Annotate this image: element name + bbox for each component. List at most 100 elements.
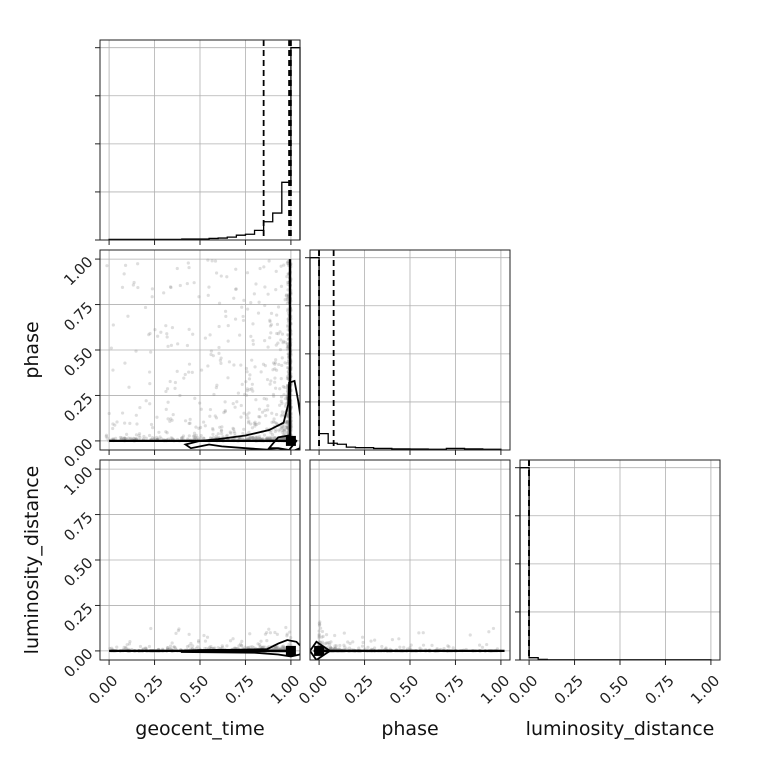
scatter-point: [211, 432, 215, 436]
scatter-point: [225, 644, 229, 648]
scatter-point: [284, 421, 288, 425]
scatter-point: [162, 291, 166, 295]
scatter-point: [360, 635, 365, 639]
scatter-point: [241, 318, 246, 323]
scatter-point: [270, 420, 274, 424]
scatter-point: [268, 318, 272, 322]
scatter-point: [199, 434, 203, 438]
scatter-point: [242, 298, 246, 302]
scatter-point: [137, 432, 142, 436]
y-tick-label: 0.00: [60, 435, 96, 471]
scatter-point: [275, 331, 279, 336]
scatter-point: [273, 429, 277, 434]
scatter-point: [468, 633, 472, 637]
scatter-point: [174, 631, 178, 635]
scatter-point: [196, 639, 201, 643]
scatter-point: [187, 370, 191, 374]
scatter-point: [148, 370, 152, 374]
scatter-point: [285, 296, 290, 300]
scatter-point: [110, 646, 114, 650]
scatter-point: [250, 358, 254, 362]
scatter-point: [209, 349, 214, 353]
scatter-point: [266, 345, 270, 349]
scatter-point: [273, 361, 277, 365]
scatter-point: [185, 343, 190, 348]
scatter-point: [268, 382, 272, 386]
scatter-point: [166, 400, 170, 404]
scatter-point: [240, 305, 244, 309]
scatter-point: [154, 435, 159, 440]
scatter-point: [256, 642, 260, 646]
scatter-point: [233, 405, 237, 409]
scatter-point: [147, 644, 152, 649]
scatter-point: [266, 437, 270, 441]
scatter-point: [277, 429, 281, 433]
scatter-point: [211, 428, 215, 432]
scatter-point: [153, 327, 157, 332]
scatter-point: [272, 417, 276, 421]
scatter-point: [232, 429, 236, 434]
scatter-point: [268, 631, 273, 635]
scatter-point: [138, 644, 143, 649]
scatter-point: [257, 421, 261, 425]
scatter-point: [120, 436, 124, 440]
scatter-point: [122, 645, 126, 649]
scatter-point: [123, 421, 127, 425]
scatter-point: [487, 630, 491, 634]
scatter-point: [274, 368, 279, 372]
scatter-point: [208, 333, 212, 337]
scatter-point: [285, 632, 289, 636]
scatter-point: [132, 437, 137, 441]
scatter-point: [222, 410, 226, 415]
scatter-point: [254, 435, 258, 439]
scatter-point: [283, 404, 288, 408]
scatter-point: [150, 435, 155, 440]
scatter-point: [384, 646, 388, 650]
scatter-point: [285, 415, 289, 419]
scatter-point: [211, 435, 216, 440]
scatter-point: [268, 437, 272, 441]
scatter-point: [143, 305, 148, 310]
scatter-point: [257, 436, 261, 440]
scatter-point: [193, 396, 197, 400]
scatter-point: [289, 635, 293, 640]
scatter-point: [228, 430, 232, 434]
scatter-point: [285, 421, 289, 425]
scatter-point: [149, 626, 153, 631]
scatter-point: [172, 645, 176, 649]
scatter-point: [333, 644, 337, 648]
scatter-point: [275, 313, 279, 317]
scatter-point: [165, 646, 170, 650]
scatter-point: [257, 407, 262, 411]
scatter-point: [342, 643, 346, 647]
scatter-point: [282, 437, 286, 441]
scatter-point: [127, 642, 132, 646]
scatter-point: [266, 408, 270, 412]
scatter-point: [148, 382, 152, 386]
scatter-point: [273, 362, 277, 366]
scatter-point: [194, 433, 198, 437]
scatter-point: [155, 415, 159, 419]
scatter-point: [136, 262, 140, 266]
scatter-point: [342, 631, 346, 635]
scatter-point: [360, 644, 365, 648]
scatter-point: [199, 436, 203, 440]
scatter-point: [270, 437, 274, 441]
peak-marker: [285, 435, 296, 446]
scatter-point: [250, 645, 254, 649]
scatter-point: [271, 361, 276, 365]
y-axis-label-luminosity_distance: luminosity_distance: [21, 466, 43, 655]
scatter-point: [124, 646, 128, 650]
scatter-point: [246, 416, 250, 420]
scatter-point: [274, 358, 278, 362]
scatter-point: [390, 638, 395, 642]
scatter-point: [105, 436, 109, 440]
scatter-point: [332, 646, 336, 650]
scatter-point: [250, 382, 254, 386]
scatter-point: [279, 414, 283, 418]
scatter-point: [255, 435, 259, 439]
scatter-point: [287, 642, 291, 647]
scatter-point: [329, 646, 333, 650]
scatter-point: [181, 434, 186, 438]
scatter-point: [257, 415, 261, 419]
